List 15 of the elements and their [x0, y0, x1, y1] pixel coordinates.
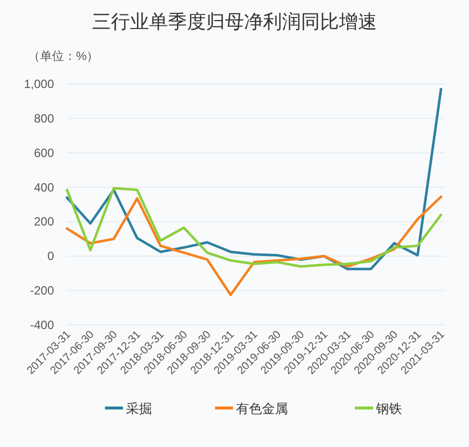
y-tick-label: 200: [34, 214, 54, 229]
y-tick-label: 400: [34, 180, 54, 194]
line-series: [66, 196, 442, 296]
y-tick-label: -200: [30, 284, 54, 298]
legend-label: 采掘: [126, 401, 152, 416]
y-tick-label: 800: [34, 111, 54, 126]
y-tick-label: 1,000: [24, 77, 54, 91]
line-series: [66, 186, 442, 268]
legend-label: 钢铁: [375, 401, 402, 416]
y-tick-label: 0: [47, 249, 54, 264]
y-tick-label: 600: [34, 146, 54, 160]
legend-label: 有色金属: [236, 401, 288, 416]
chart-title: 三行业单季度归母净利润同比增速: [92, 11, 377, 33]
y-axis-title: （单位：%）: [28, 49, 99, 63]
y-tick-label: -400: [30, 318, 54, 332]
